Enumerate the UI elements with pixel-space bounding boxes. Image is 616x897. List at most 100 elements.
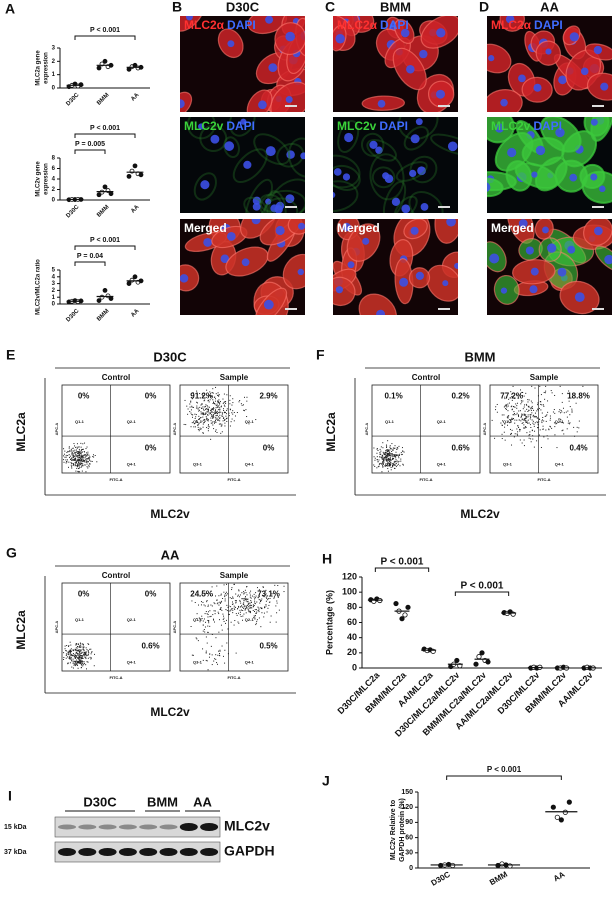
event-dot: [216, 603, 218, 605]
event-dot: [506, 405, 508, 407]
event-dot: [205, 592, 207, 594]
event-dot: [525, 416, 527, 418]
event-dot: [214, 411, 216, 413]
event-dot: [63, 453, 65, 455]
significance-label: P = 0.005: [75, 141, 105, 148]
event-dot: [386, 445, 388, 447]
event-dot: [385, 460, 387, 462]
event-dot: [512, 414, 514, 416]
event-dot: [72, 464, 74, 466]
event-dot: [201, 394, 203, 396]
event-dot: [68, 656, 70, 658]
event-dot: [516, 407, 518, 409]
event-dot: [86, 649, 88, 651]
event-dot: [77, 455, 79, 457]
event-dot: [194, 413, 196, 415]
nucleus: [251, 219, 261, 225]
event-dot: [81, 459, 83, 461]
event-dot: [390, 459, 392, 461]
event-dot: [76, 447, 78, 449]
event-dot: [206, 660, 208, 662]
event-dot: [225, 593, 227, 595]
event-dot: [206, 601, 208, 603]
event-dot: [218, 412, 220, 414]
event-dot: [532, 407, 534, 409]
event-dot: [210, 417, 212, 419]
event-dot: [532, 420, 534, 422]
event-dot: [247, 600, 249, 602]
event-dot: [547, 400, 549, 402]
event-dot: [250, 612, 252, 614]
data-point: [96, 65, 102, 71]
event-dot: [196, 421, 198, 423]
event-dot: [84, 464, 86, 466]
event-dot: [199, 595, 201, 597]
event-dot: [276, 602, 278, 604]
event-dot: [72, 459, 74, 461]
event-dot: [220, 607, 222, 609]
event-dot: [70, 448, 72, 450]
event-dot: [232, 603, 234, 605]
event-dot: [512, 417, 514, 419]
event-dot: [194, 417, 196, 419]
nucleus: [265, 198, 272, 205]
event-dot: [242, 615, 244, 617]
event-dot: [522, 422, 524, 424]
event-dot: [68, 461, 70, 463]
event-dot: [70, 658, 72, 660]
event-dot: [226, 408, 228, 410]
event-dot: [230, 421, 232, 423]
event-dot: [78, 448, 80, 450]
event-dot: [273, 596, 275, 598]
event-dot: [223, 412, 225, 414]
event-dot: [214, 610, 216, 612]
event-dot: [237, 594, 239, 596]
event-dot: [569, 414, 571, 416]
event-dot: [521, 414, 523, 416]
event-dot: [212, 424, 214, 426]
channel-label-part: MLC2α: [337, 18, 378, 32]
event-dot: [392, 454, 394, 456]
data-point: [102, 287, 108, 293]
channel-label: Merged: [337, 221, 380, 235]
event-dot: [203, 400, 205, 402]
event-dot: [387, 465, 389, 467]
nucleus: [406, 64, 415, 74]
event-dot: [266, 611, 268, 613]
event-dot: [534, 422, 536, 424]
event-dot: [519, 439, 521, 441]
event-dot: [400, 452, 402, 454]
event-dot: [70, 652, 72, 654]
event-dot: [86, 455, 88, 457]
significance-label: P < 0.001: [90, 27, 120, 34]
event-dot: [525, 403, 527, 405]
event-dot: [218, 402, 220, 404]
event-dot: [398, 460, 400, 462]
event-dot: [227, 593, 229, 595]
event-dot: [214, 603, 216, 605]
event-dot: [75, 652, 77, 654]
event-dot: [526, 404, 528, 406]
event-dot: [582, 385, 584, 387]
y-axis-label: MLC2a: [324, 412, 338, 452]
event-dot: [538, 434, 540, 436]
event-dot: [521, 401, 523, 403]
event-dot: [218, 613, 220, 615]
event-dot: [503, 431, 505, 433]
event-dot: [200, 411, 202, 413]
data-point: [126, 281, 132, 287]
channel-label-part: Merged: [337, 221, 380, 235]
nucleus: [542, 226, 549, 234]
event-dot: [388, 450, 390, 452]
event-dot: [239, 596, 241, 598]
event-dot: [576, 431, 578, 433]
event-dot: [197, 408, 199, 410]
event-dot: [216, 599, 218, 601]
flow-title: D30C: [153, 349, 187, 364]
event-dot: [389, 447, 391, 449]
nucleus: [265, 16, 274, 24]
event-dot: [398, 454, 400, 456]
event-dot: [249, 605, 251, 607]
event-dot: [189, 406, 191, 408]
event-dot: [381, 457, 383, 459]
